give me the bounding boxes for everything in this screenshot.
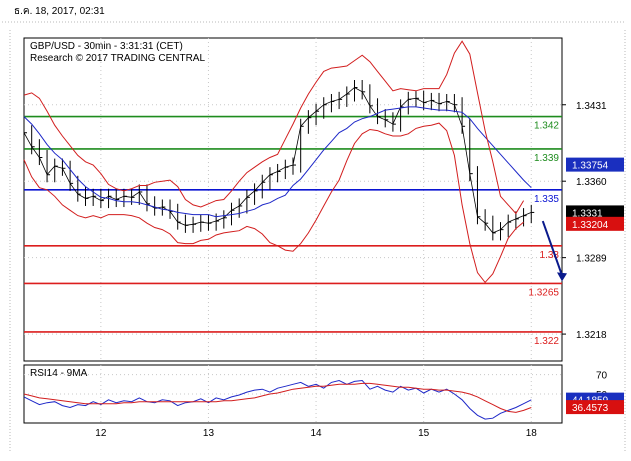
price-line: [23, 87, 532, 234]
x-tick-label: 12: [95, 428, 107, 439]
x-tick-label: 13: [203, 428, 215, 439]
level-label: 1.342: [534, 121, 559, 132]
price-grid: [24, 38, 562, 361]
level-label: 1.322: [534, 336, 559, 347]
level-label: 1.33: [540, 250, 560, 261]
price-series: [23, 40, 535, 284]
rsi-tag-label: 36.4573: [572, 403, 609, 414]
rsi-ma-line: [23, 382, 532, 413]
window-timestamp: ธ.ค. 18, 2017, 02:31: [14, 6, 105, 17]
x-tick-label: 14: [310, 428, 322, 439]
price-tag-label: 1.33204: [572, 220, 609, 231]
forecast-arrow-head: [557, 272, 567, 282]
rsi-title: RSI14 - 9MA: [30, 368, 88, 379]
chart-subtitle: Research © 2017 TRADING CENTRAL: [30, 53, 205, 64]
rsi-line: [23, 379, 532, 420]
y-tick-label: 1.3360: [576, 177, 607, 188]
price-tag-box: [566, 205, 624, 220]
y-tick-label: 1.3218: [576, 330, 607, 341]
moving-average-line: [23, 106, 532, 218]
y-tick-label: 1.3431: [576, 101, 607, 112]
rsi-tick-label: 70: [596, 371, 608, 382]
rsi-tag-box: [566, 400, 624, 415]
price-tag-label: 1.33754: [572, 161, 609, 172]
level-label: 1.3265: [528, 287, 559, 298]
level-label: 1.335: [534, 194, 559, 205]
rsi-series: [23, 379, 532, 420]
price-tag-box: [566, 216, 624, 231]
forecast-arrow-shaft: [541, 220, 563, 276]
price-tag-box: [566, 157, 624, 172]
x-tick-label: 18: [526, 428, 538, 439]
chart-title: GBP/USD - 30min - 3:31:31 (CET): [30, 41, 183, 52]
x-tick-label: 15: [418, 428, 430, 439]
level-label: 1.339: [534, 153, 559, 164]
rsi-grid: [24, 365, 562, 423]
bollinger-lower-line: [23, 122, 524, 284]
x-axis-ticks: 12 13 14 15 18: [95, 428, 537, 439]
bollinger-upper-line: [23, 40, 525, 215]
y-tick-label: 1.3289: [576, 254, 607, 265]
price-tag-label: 1.3331: [572, 208, 603, 219]
price-panel: [23, 37, 563, 362]
